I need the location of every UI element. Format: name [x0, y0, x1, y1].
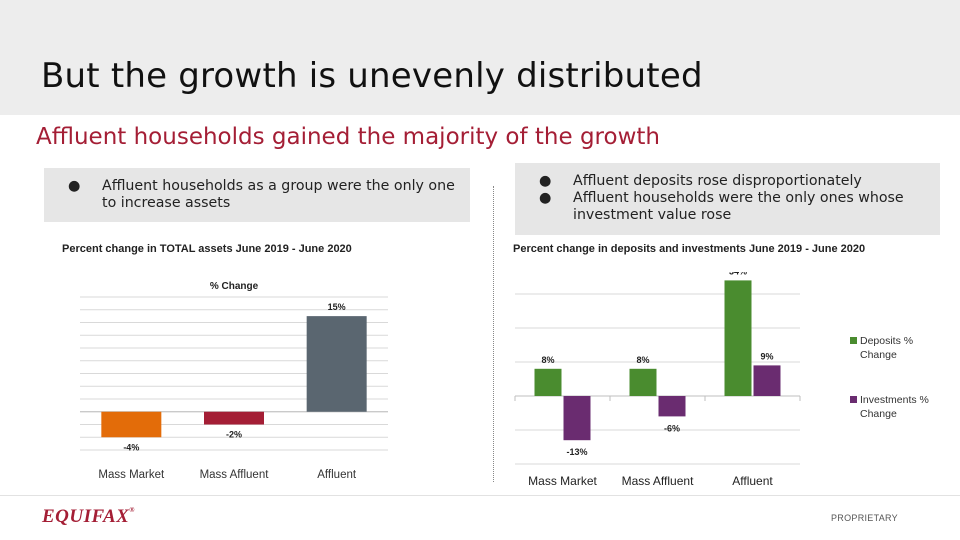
legend-swatch: [850, 396, 857, 403]
bar-mass-affluent: [204, 411, 264, 425]
investments-bar-mass-market: [563, 396, 591, 441]
right-bullet-text: Affluent households were the only ones w…: [573, 190, 904, 223]
right-bullet-text: Affluent deposits rose disproportionatel…: [573, 173, 862, 189]
legend-label: Change: [860, 349, 897, 361]
data-label: 8%: [636, 355, 649, 365]
deposits-bar-mass-affluent: [629, 368, 657, 396]
left-callout-box: ● Affluent households as a group were th…: [44, 168, 470, 222]
footer-divider: [0, 495, 960, 496]
legend-swatch: [850, 337, 857, 344]
investments-bar-mass-affluent: [658, 396, 686, 417]
data-label: -4%: [123, 442, 139, 452]
x-tick-label: Mass Affluent: [200, 469, 270, 481]
bullet-dot-icon: ●: [539, 190, 552, 206]
legend-label: Investments %: [860, 394, 929, 406]
right-bullet-item: ● Affluent households were the only ones…: [529, 190, 930, 224]
data-label: 34%: [729, 272, 747, 276]
page-subtitle: Affluent households gained the majority …: [36, 124, 660, 150]
x-tick-label: Mass Affluent: [622, 474, 694, 487]
total-assets-chart: % Change -4% Mass Market -2% Mass Affluent 15…: [80, 281, 388, 481]
x-tick-label: Affluent: [732, 474, 773, 487]
deposits-investments-chart: 8% -13% Mass Market 8% -6% Mass Affluent 34% 9%…: [514, 272, 929, 487]
data-label: 15%: [328, 302, 346, 312]
deposits-bar-mass-market: [534, 368, 562, 396]
data-label: 8%: [541, 355, 554, 365]
proprietary-label: PROPRIETARY: [831, 513, 898, 523]
legend-label: Change: [860, 408, 897, 420]
equifax-logo: EQUIFAX®: [42, 506, 135, 528]
bar-affluent: [306, 316, 367, 412]
logo-text: EQUIFAX: [42, 506, 130, 527]
x-tick-label: Affluent: [317, 469, 357, 481]
right-bullet-item: ● Affluent deposits rose disproportionat…: [529, 173, 930, 190]
left-bullet-text: Affluent households as a group were the …: [102, 178, 455, 211]
header-band: [0, 0, 960, 115]
bar-mass-market: [101, 411, 162, 438]
x-tick-label: Mass Market: [528, 474, 597, 487]
chart-caption-total-assets: Percent change in TOTAL assets June 2019…: [62, 243, 352, 255]
column-divider: [493, 186, 494, 482]
left-bullet-item: ● Affluent households as a group were th…: [58, 178, 460, 212]
investments-bar-affluent: [753, 365, 781, 396]
x-tick-label: Mass Market: [98, 469, 165, 481]
chart-caption-deposits-investments: Percent change in deposits and investmen…: [513, 243, 866, 255]
data-label: -6%: [664, 423, 680, 433]
page-title: But the growth is unevenly distributed: [41, 56, 703, 96]
legend-label: Deposits %: [860, 335, 913, 347]
right-callout-box: ● Affluent deposits rose disproportionat…: [515, 163, 940, 235]
data-label: -13%: [566, 447, 587, 457]
bullet-dot-icon: ●: [539, 173, 552, 189]
bullet-dot-icon: ●: [68, 178, 81, 194]
data-label: 9%: [760, 351, 773, 361]
logo-registered-mark: ®: [129, 506, 136, 514]
deposits-bar-affluent: [724, 280, 752, 396]
chart-title: % Change: [210, 281, 259, 292]
data-label: -2%: [226, 430, 242, 440]
